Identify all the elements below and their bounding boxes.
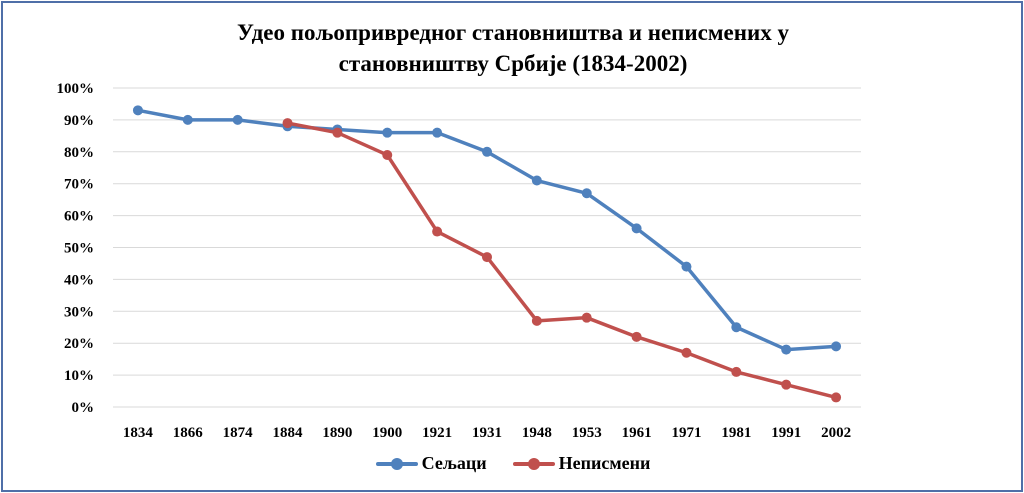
series-1-point-1921 [432,226,443,237]
x-tick-label-1971: 1971 [671,425,701,441]
x-tick-label-1948: 1948 [522,425,552,441]
legend-label-seljaci: Сељаци [421,453,487,473]
series-1-point-1961 [631,331,642,342]
series-1-point-1884 [282,118,293,129]
legend-swatch-seljaci [375,457,418,471]
y-tick-label-1: 10% [64,368,94,384]
series-0-point-1953 [581,188,592,199]
series-0-point-1971 [681,261,692,272]
x-tick-label-1874: 1874 [223,425,254,441]
series-1-point-1948 [531,315,542,326]
series-0-point-1874 [232,114,243,125]
series-0-point-2002 [831,341,842,352]
series-0-point-1991 [781,344,792,355]
y-tick-label-8: 80% [64,145,94,161]
x-tick-label-2002: 2002 [821,425,851,441]
x-tick-label-1921: 1921 [422,425,452,441]
series-0-point-1834 [132,105,143,116]
chart-title-line-2: становништву Србије (1834-2002) [338,51,688,76]
series-0-point-1961 [631,223,642,234]
chart-title-line-1: Удео пољопривредног становништва и непис… [236,20,790,45]
x-tick-label-1981: 1981 [721,425,751,441]
line-chart: 0% 10% 20% 30% 40% 50% 60% 70% 80% 90% 100% 1834 186… [57,81,861,441]
series-0-point-1931 [482,146,492,157]
y-tick-label-2: 20% [64,336,94,352]
y-tick-label-4: 40% [64,272,94,288]
y-tick-label-5: 50% [64,241,94,257]
y-tick-label-7: 70% [64,177,94,193]
series-0-point-1981 [731,322,742,333]
x-tick-label-1900: 1900 [372,425,402,441]
series-1-point-1900 [382,149,393,160]
x-tick-label-1890: 1890 [322,425,352,441]
series-1-point-1991 [781,379,792,390]
series-0-point-1866 [182,114,193,125]
series-1-point-1931 [482,252,492,263]
series-0-point-1900 [382,127,393,138]
x-tick-label-1931: 1931 [472,425,502,441]
series-0-point-1921 [432,127,443,138]
x-tick-label-1991: 1991 [771,425,801,441]
legend-label-nepismeni: Неписмени [558,453,651,473]
series-line-0 [136,108,838,352]
x-tick-label-1961: 1961 [622,425,652,441]
y-tick-label-0: 0% [72,400,95,416]
chart-title: Удео пољопривредног становништва и непис… [3,17,1023,79]
legend-item-nepismeni: Неписмени [512,453,651,474]
series-0-point-1948 [531,175,542,186]
series-1-point-1981 [731,366,742,377]
legend-item-seljaci: Сељаци [375,453,487,474]
x-tick-label-1866: 1866 [173,425,204,441]
series-1-point-2002 [831,392,842,403]
legend: Сељаци Неписмени [3,453,1023,474]
series-1-point-1971 [681,347,692,358]
series-line-1 [285,121,838,400]
legend-swatch-nepismeni [512,457,555,471]
y-tick-label-9: 90% [64,113,94,129]
y-tick-label-3: 30% [64,304,94,320]
y-tick-label-6: 60% [64,209,94,225]
x-tick-label-1884: 1884 [273,425,304,441]
series-1-point-1953 [581,312,592,323]
series-1-point-1890 [332,127,343,138]
x-tick-label-1834: 1834 [123,425,154,441]
y-tick-label-10: 100% [57,81,95,97]
x-tick-label-1953: 1953 [572,425,602,441]
